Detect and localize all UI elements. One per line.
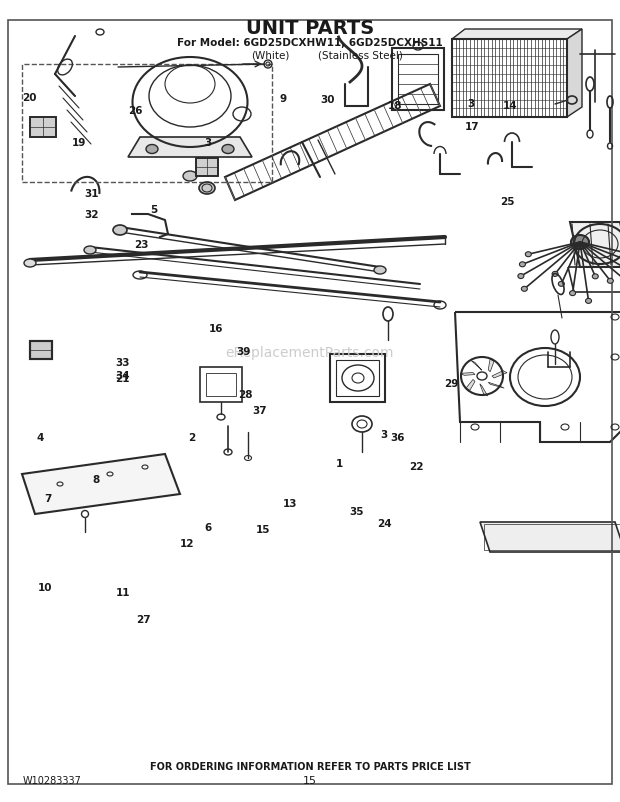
Bar [398, 55, 438, 105]
Text: 6: 6 [204, 523, 211, 533]
Text: 34: 34 [115, 371, 130, 380]
Text: 35: 35 [349, 507, 364, 516]
Ellipse shape [585, 299, 591, 304]
Text: 17: 17 [465, 122, 480, 132]
Bar [30, 118, 56, 138]
Polygon shape [570, 223, 620, 268]
Bar [22, 65, 272, 183]
Ellipse shape [525, 253, 531, 257]
Text: (White): (White) [251, 50, 289, 60]
Ellipse shape [199, 183, 215, 195]
Ellipse shape [84, 247, 96, 255]
Ellipse shape [183, 172, 197, 182]
Ellipse shape [222, 145, 234, 154]
Text: 18: 18 [388, 101, 403, 111]
Text: 1: 1 [336, 459, 343, 468]
Polygon shape [480, 384, 488, 396]
Text: 29: 29 [444, 379, 459, 388]
Text: 21: 21 [115, 374, 130, 383]
Text: 36: 36 [391, 432, 405, 442]
Ellipse shape [520, 262, 525, 267]
Text: 24: 24 [377, 518, 392, 528]
Text: 20: 20 [22, 93, 37, 103]
Ellipse shape [374, 267, 386, 274]
Text: 15: 15 [303, 775, 317, 785]
Polygon shape [22, 455, 180, 514]
Ellipse shape [518, 274, 524, 279]
Bar [30, 118, 56, 138]
Text: 23: 23 [134, 240, 149, 249]
Bar [452, 40, 567, 118]
Text: 2: 2 [188, 432, 196, 442]
Text: 3: 3 [204, 138, 211, 148]
Bar [200, 367, 242, 403]
Polygon shape [452, 30, 582, 40]
Ellipse shape [521, 287, 528, 292]
Text: 16: 16 [208, 324, 223, 334]
Polygon shape [567, 30, 582, 118]
Text: 37: 37 [252, 406, 267, 415]
Bar [196, 159, 218, 176]
Text: 13: 13 [283, 499, 298, 508]
Text: UNIT PARTS: UNIT PARTS [246, 19, 374, 38]
Text: FOR ORDERING INFORMATION REFER TO PARTS PRICE LIST: FOR ORDERING INFORMATION REFER TO PARTS … [149, 761, 471, 771]
Polygon shape [488, 383, 504, 389]
Polygon shape [466, 380, 475, 391]
Ellipse shape [608, 279, 613, 284]
Text: 5: 5 [150, 205, 157, 215]
Text: 10: 10 [37, 582, 52, 592]
Ellipse shape [570, 291, 575, 296]
Text: (Stainless Steel): (Stainless Steel) [317, 50, 402, 60]
Text: 30: 30 [320, 95, 335, 105]
Ellipse shape [552, 272, 558, 277]
Text: 7: 7 [45, 494, 52, 504]
Bar [330, 354, 385, 403]
Ellipse shape [24, 260, 36, 268]
Text: 14: 14 [502, 101, 517, 111]
Text: 3: 3 [381, 430, 388, 439]
Polygon shape [480, 522, 620, 553]
Polygon shape [492, 371, 507, 379]
Text: eReplacementParts.com: eReplacementParts.com [226, 346, 394, 359]
Text: W10283337: W10283337 [22, 775, 81, 785]
Bar [336, 361, 379, 396]
Text: 11: 11 [115, 587, 130, 597]
Ellipse shape [592, 274, 598, 279]
Polygon shape [128, 138, 252, 158]
Text: 19: 19 [72, 138, 87, 148]
Text: 26: 26 [128, 106, 143, 115]
Text: 31: 31 [84, 189, 99, 199]
Text: 4: 4 [37, 432, 44, 442]
Text: 33: 33 [115, 358, 130, 367]
Bar [484, 525, 620, 550]
Ellipse shape [571, 236, 589, 249]
Polygon shape [488, 360, 494, 372]
Bar [30, 342, 52, 359]
Bar [392, 49, 444, 111]
Text: 25: 25 [500, 197, 515, 207]
Bar [30, 342, 52, 359]
Ellipse shape [113, 225, 127, 236]
Polygon shape [471, 361, 482, 371]
Text: 12: 12 [180, 539, 195, 549]
Text: 8: 8 [92, 475, 100, 484]
Bar [196, 159, 218, 176]
Ellipse shape [146, 145, 158, 154]
Text: 27: 27 [136, 614, 151, 624]
Text: 39: 39 [236, 346, 250, 356]
Bar [206, 374, 236, 396]
Text: 15: 15 [256, 525, 271, 534]
Text: 3: 3 [467, 99, 475, 109]
Polygon shape [460, 373, 475, 376]
Text: 22: 22 [409, 462, 424, 472]
Text: 28: 28 [237, 390, 252, 399]
Text: 9: 9 [279, 94, 286, 103]
Text: 32: 32 [84, 210, 99, 220]
Text: For Model: 6GD25DCXHW11, 6GD25DCXHS11: For Model: 6GD25DCXHW11, 6GD25DCXHS11 [177, 38, 443, 48]
Ellipse shape [559, 282, 564, 287]
